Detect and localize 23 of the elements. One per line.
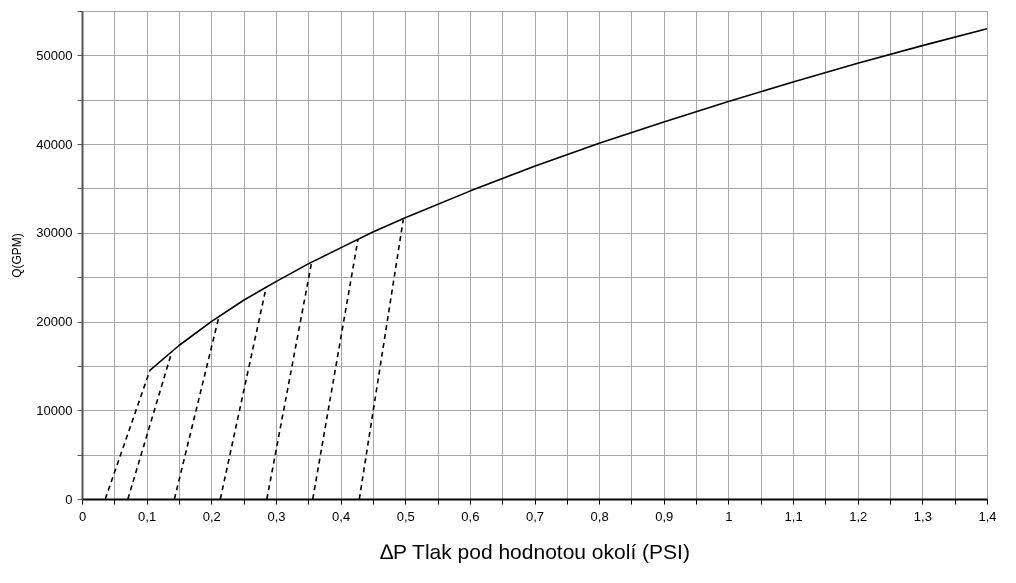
x-tick-label: 0,2 (202, 508, 221, 524)
x-tick-label: 1 (725, 508, 733, 524)
x-tick-label: 0,6 (461, 508, 480, 524)
x-tick-label: 0,7 (525, 508, 545, 524)
x-axis-title: ∆P Tlak pod hodnotou okolí (PSI) (380, 539, 690, 563)
x-tick-label: 1,3 (913, 508, 932, 524)
x-tick-label: 0,4 (332, 508, 351, 524)
y-tick-label: 30000 (36, 225, 73, 241)
y-axis-title: Q(GPM) (10, 233, 25, 278)
y-tick-label: 0 (65, 491, 73, 507)
x-tick-label: 0,5 (396, 508, 415, 524)
x-tick-label: 0,1 (138, 508, 157, 524)
x-tick-label: 0,9 (655, 508, 674, 524)
x-tick-label: 0 (78, 508, 87, 524)
y-tick-label: 10000 (36, 402, 73, 418)
x-tick-label: 1,1 (784, 508, 803, 524)
x-tick-label: 0,3 (267, 508, 286, 524)
y-tick-label: 50000 (36, 47, 73, 63)
x-tick-label: 0,8 (590, 508, 609, 524)
y-tick-label: 20000 (36, 314, 73, 330)
x-tick-label: 1,2 (849, 508, 868, 524)
x-tick-label: 1,4 (978, 508, 997, 524)
y-tick-label: 40000 (36, 136, 73, 152)
